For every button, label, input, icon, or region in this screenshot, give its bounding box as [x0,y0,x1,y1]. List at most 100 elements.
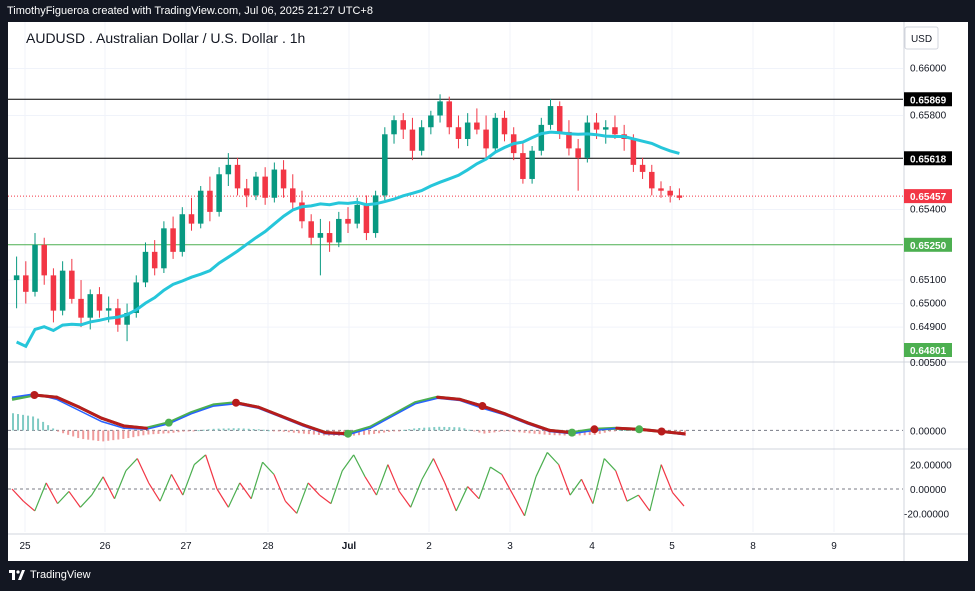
rsi-pane [8,452,903,517]
osc-histogram-bar [247,428,250,431]
osc-histogram-bar [538,430,541,435]
footer [0,562,975,591]
osc-histogram-bar [92,430,95,441]
rsi-tick-label: 20.00000 [910,461,952,472]
candle-body [418,127,425,151]
osc-histogram-bar [187,430,190,432]
candle-body [216,174,222,212]
rsi-segment [34,482,47,512]
osc-histogram-bar [438,426,441,431]
osc-histogram-bar [408,429,411,431]
time-tick-label: 3 [507,541,513,552]
osc-histogram-bar [287,430,290,433]
candle-body [658,188,664,191]
rsi-segment [262,461,275,475]
candle-body [455,127,462,139]
osc-histogram-bar [383,430,386,433]
osc-signal-falling [503,412,529,425]
candle-body [483,129,489,149]
price-tick-label: 0.65100 [910,275,947,286]
candle-body [391,120,397,135]
osc-histogram-bar [52,428,55,431]
price-tick-label: 0.65800 [910,110,947,121]
candle-body [253,176,259,196]
rsi-segment [490,466,503,475]
osc-histogram-bar [443,426,446,431]
osc-histogram-bar [292,430,295,433]
candle-body [474,122,480,130]
rsi-segment [68,491,81,508]
rsi-segment [273,474,286,502]
rsi-segment [660,464,674,493]
candle-body [520,153,526,179]
osc-histogram-bar [312,430,315,435]
time-tick-label: 5 [669,541,675,552]
rsi-segment [284,500,298,514]
rsi-segment [637,494,651,512]
osc-tick-label: 0.00000 [910,426,947,437]
osc-histogram-bar [373,430,376,434]
osc-histogram-bar [262,429,265,431]
candle-body [326,233,333,243]
osc-histogram-bar [237,428,240,431]
rsi-segment [649,464,662,512]
currency-button[interactable] [904,26,939,50]
osc-signal-falling [122,424,148,430]
candle-body [133,282,140,313]
rsi-segment [91,476,104,496]
osc-histogram-bar [453,427,456,431]
osc-histogram-bar [97,430,100,441]
candlestick-series [13,94,683,342]
osc-histogram-bar [513,430,516,432]
osc-histogram-bar [553,430,556,436]
rsi-segment [523,476,537,516]
osc-histogram-bar [398,430,401,432]
candle-body [290,188,296,203]
osc-histogram-bar [508,430,511,432]
rsi-segment [512,494,526,517]
chart-area[interactable]: 0.66000 0.65800 0.65400 0.65100 0.65000 0.649… [8,22,968,561]
rsi-segment [170,474,184,496]
candle-body [575,148,581,158]
osc-histogram-bar [468,429,471,431]
osc-histogram-bar [548,430,551,436]
candle-body [170,228,176,252]
osc-signal-falling [55,395,81,409]
candle-body [400,120,406,130]
rsi-segment [296,482,309,514]
rsi-segment [569,478,582,496]
osc-histogram-bar [363,430,366,435]
candle-body [501,117,508,135]
candle-body [197,190,204,224]
osc-histogram-bar [282,430,285,432]
rsi-tick-label: -20.00000 [904,509,949,520]
osc-histogram-bar [478,430,481,433]
rsi-segment [546,452,560,466]
candle-body [317,233,324,238]
candle-body [547,106,554,125]
rsi-segment [535,452,548,478]
candle-body [464,122,471,139]
rsi-segment [580,478,594,504]
rsi-segment [182,464,195,496]
candle-body [676,195,683,198]
osc-signal-line [11,393,685,436]
rsi-segment [216,488,229,508]
level-label: 0.65618 [910,154,947,165]
candle-body [105,308,112,311]
osc-histogram-bar [307,430,310,435]
osc-histogram-bar [518,430,521,433]
osc-histogram-bar [77,430,80,439]
chart-svg[interactable]: 0.66000 0.65800 0.65400 0.65100 0.65000 0.649… [8,22,968,561]
rsi-segment [250,462,264,499]
moving-average-line [15,130,680,349]
osc-histogram-bar [122,430,125,439]
candle-body [354,204,360,224]
osc-histogram-bar [503,430,506,432]
chart-credit: TimothyFigueroa created with TradingView… [7,5,373,17]
candle-body [593,122,600,130]
candle-body [225,164,232,175]
osc-cross-marker [590,425,599,434]
osc-histogram-bar [252,429,255,431]
osc-histogram-bar [618,429,621,431]
